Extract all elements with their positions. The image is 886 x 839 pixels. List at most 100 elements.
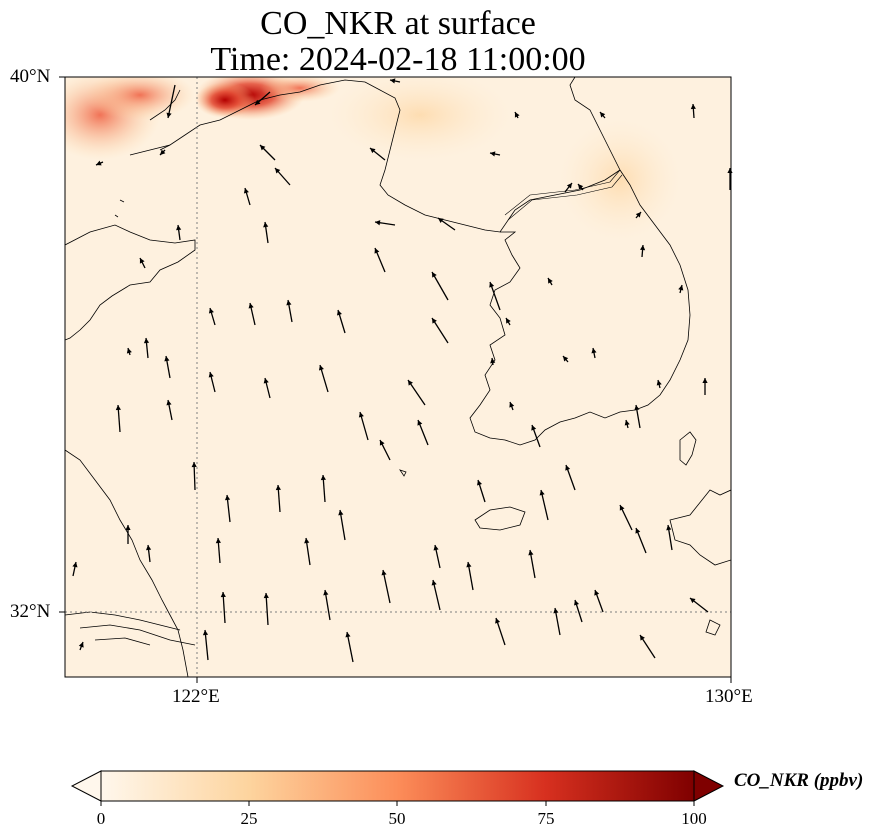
wind-arrowhead [263,593,269,599]
wind-arrowhead [591,348,597,354]
wind-arrowhead [690,598,696,604]
wind-arrowhead [275,485,281,491]
map-frame [64,76,732,678]
wind-arrowhead [506,318,511,324]
wind-vectors [72,78,733,663]
wind-arrowhead [635,528,641,534]
wind-arrowhead [565,465,571,471]
wind-arrowhead [490,151,496,157]
lat-tick-32: 32°N [10,601,51,622]
wind-arrow [346,631,354,663]
wind-arrowhead [143,338,150,344]
wind-arrow [339,509,346,541]
wind-arrowhead [417,420,423,426]
wind-arrow [540,489,549,521]
wind-arrowhead [78,642,84,648]
wind-arrowhead [176,225,182,231]
wind-arrow [324,589,331,621]
wind-arrowhead [639,245,646,251]
colorbar-tick-75: 75 [537,809,555,828]
lat-tick-40: 40°N [10,66,51,87]
wind-arrow [382,569,391,604]
wind-arrowhead [566,183,572,189]
wind-arrowhead [438,218,444,224]
wind-arrowhead [115,405,121,411]
wind-arrowhead [166,400,172,406]
wind-arrowhead [635,212,641,218]
wind-arrowhead [164,356,170,362]
wind-arrowhead [539,490,545,496]
colorbar-tick-100: 100 [681,809,707,828]
wind-arrowhead [208,308,214,314]
concentration-field [65,77,731,677]
wind-arrow [222,591,226,624]
wind-arrowhead [139,258,145,264]
wind-arrowhead [320,475,326,481]
wind-arrowhead [390,78,396,84]
wind-arrowhead [514,112,520,118]
wind-arrowhead [431,580,437,586]
wind-arrowhead [72,562,78,568]
wind-arrowhead [495,618,501,624]
axis-ticks [59,76,732,683]
wind-arrowhead [656,380,662,386]
wind-arrowhead [358,412,364,418]
wind-arrowhead [243,188,249,194]
wind-arrowhead [304,538,310,544]
wind-arrowhead [548,278,553,284]
wind-arrowhead [489,282,495,288]
wind-arrow [431,271,449,301]
wind-arrowhead [553,608,559,614]
colorbar-label: CO_NKR (ppbv) [734,770,864,791]
wind-arrowhead [432,318,437,324]
wind-arrowhead [619,505,625,511]
colorbar-tick-25: 25 [240,809,258,828]
wind-arrowhead [160,149,166,155]
wind-arrowhead [96,160,102,166]
wind-arrowhead [318,365,324,371]
colorbar [70,770,725,806]
wind-arrowhead [666,525,672,531]
wind-arrowhead [379,440,385,446]
wind-arrowhead [375,220,381,226]
wind-arrowhead [191,462,197,468]
wind-arrowhead [338,510,344,516]
wind-arrowhead [370,148,376,154]
wind-arrow [432,579,441,611]
wind-arrowhead [260,145,266,151]
wind-arrowhead [220,592,226,598]
wind-arrowhead [678,285,684,291]
wind-arrowhead [381,570,387,576]
wind-arrowhead [126,348,132,354]
wind-arrowhead [323,590,329,596]
wind-arrowhead [433,545,439,551]
lon-tick-122: 122°E [172,686,220,707]
wind-arrowhead [509,402,515,408]
wind-arrowhead [634,405,640,411]
wind-arrowhead [336,310,342,316]
map-title-line2: Time: 2024-02-18 11:00:00 [210,41,586,78]
wind-arrow [204,629,209,661]
lon-tick-130: 130°E [705,686,753,707]
wind-arrowhead [563,356,569,362]
wind-arrowhead [702,378,708,383]
wind-arrow [265,592,269,626]
wind-arrowhead [345,632,351,638]
wind-arrowhead [255,99,261,105]
wind-arrow [407,379,426,406]
wind-arrowhead [466,562,472,568]
colorbar-tick-50: 50 [388,809,406,828]
wind-arrow [167,84,176,119]
wind-arrowhead [690,104,696,110]
wind-arrowhead [490,358,496,364]
wind-arrowhead [477,480,482,486]
wind-arrowhead [146,545,152,551]
wind-arrowhead [248,303,254,309]
wind-arrowhead [202,630,209,636]
wind-arrowhead [275,168,281,174]
wind-arrowhead [408,380,413,386]
wind-arrowhead [224,495,231,501]
wind-arrowhead [263,222,269,228]
wind-arrowhead [263,378,269,384]
